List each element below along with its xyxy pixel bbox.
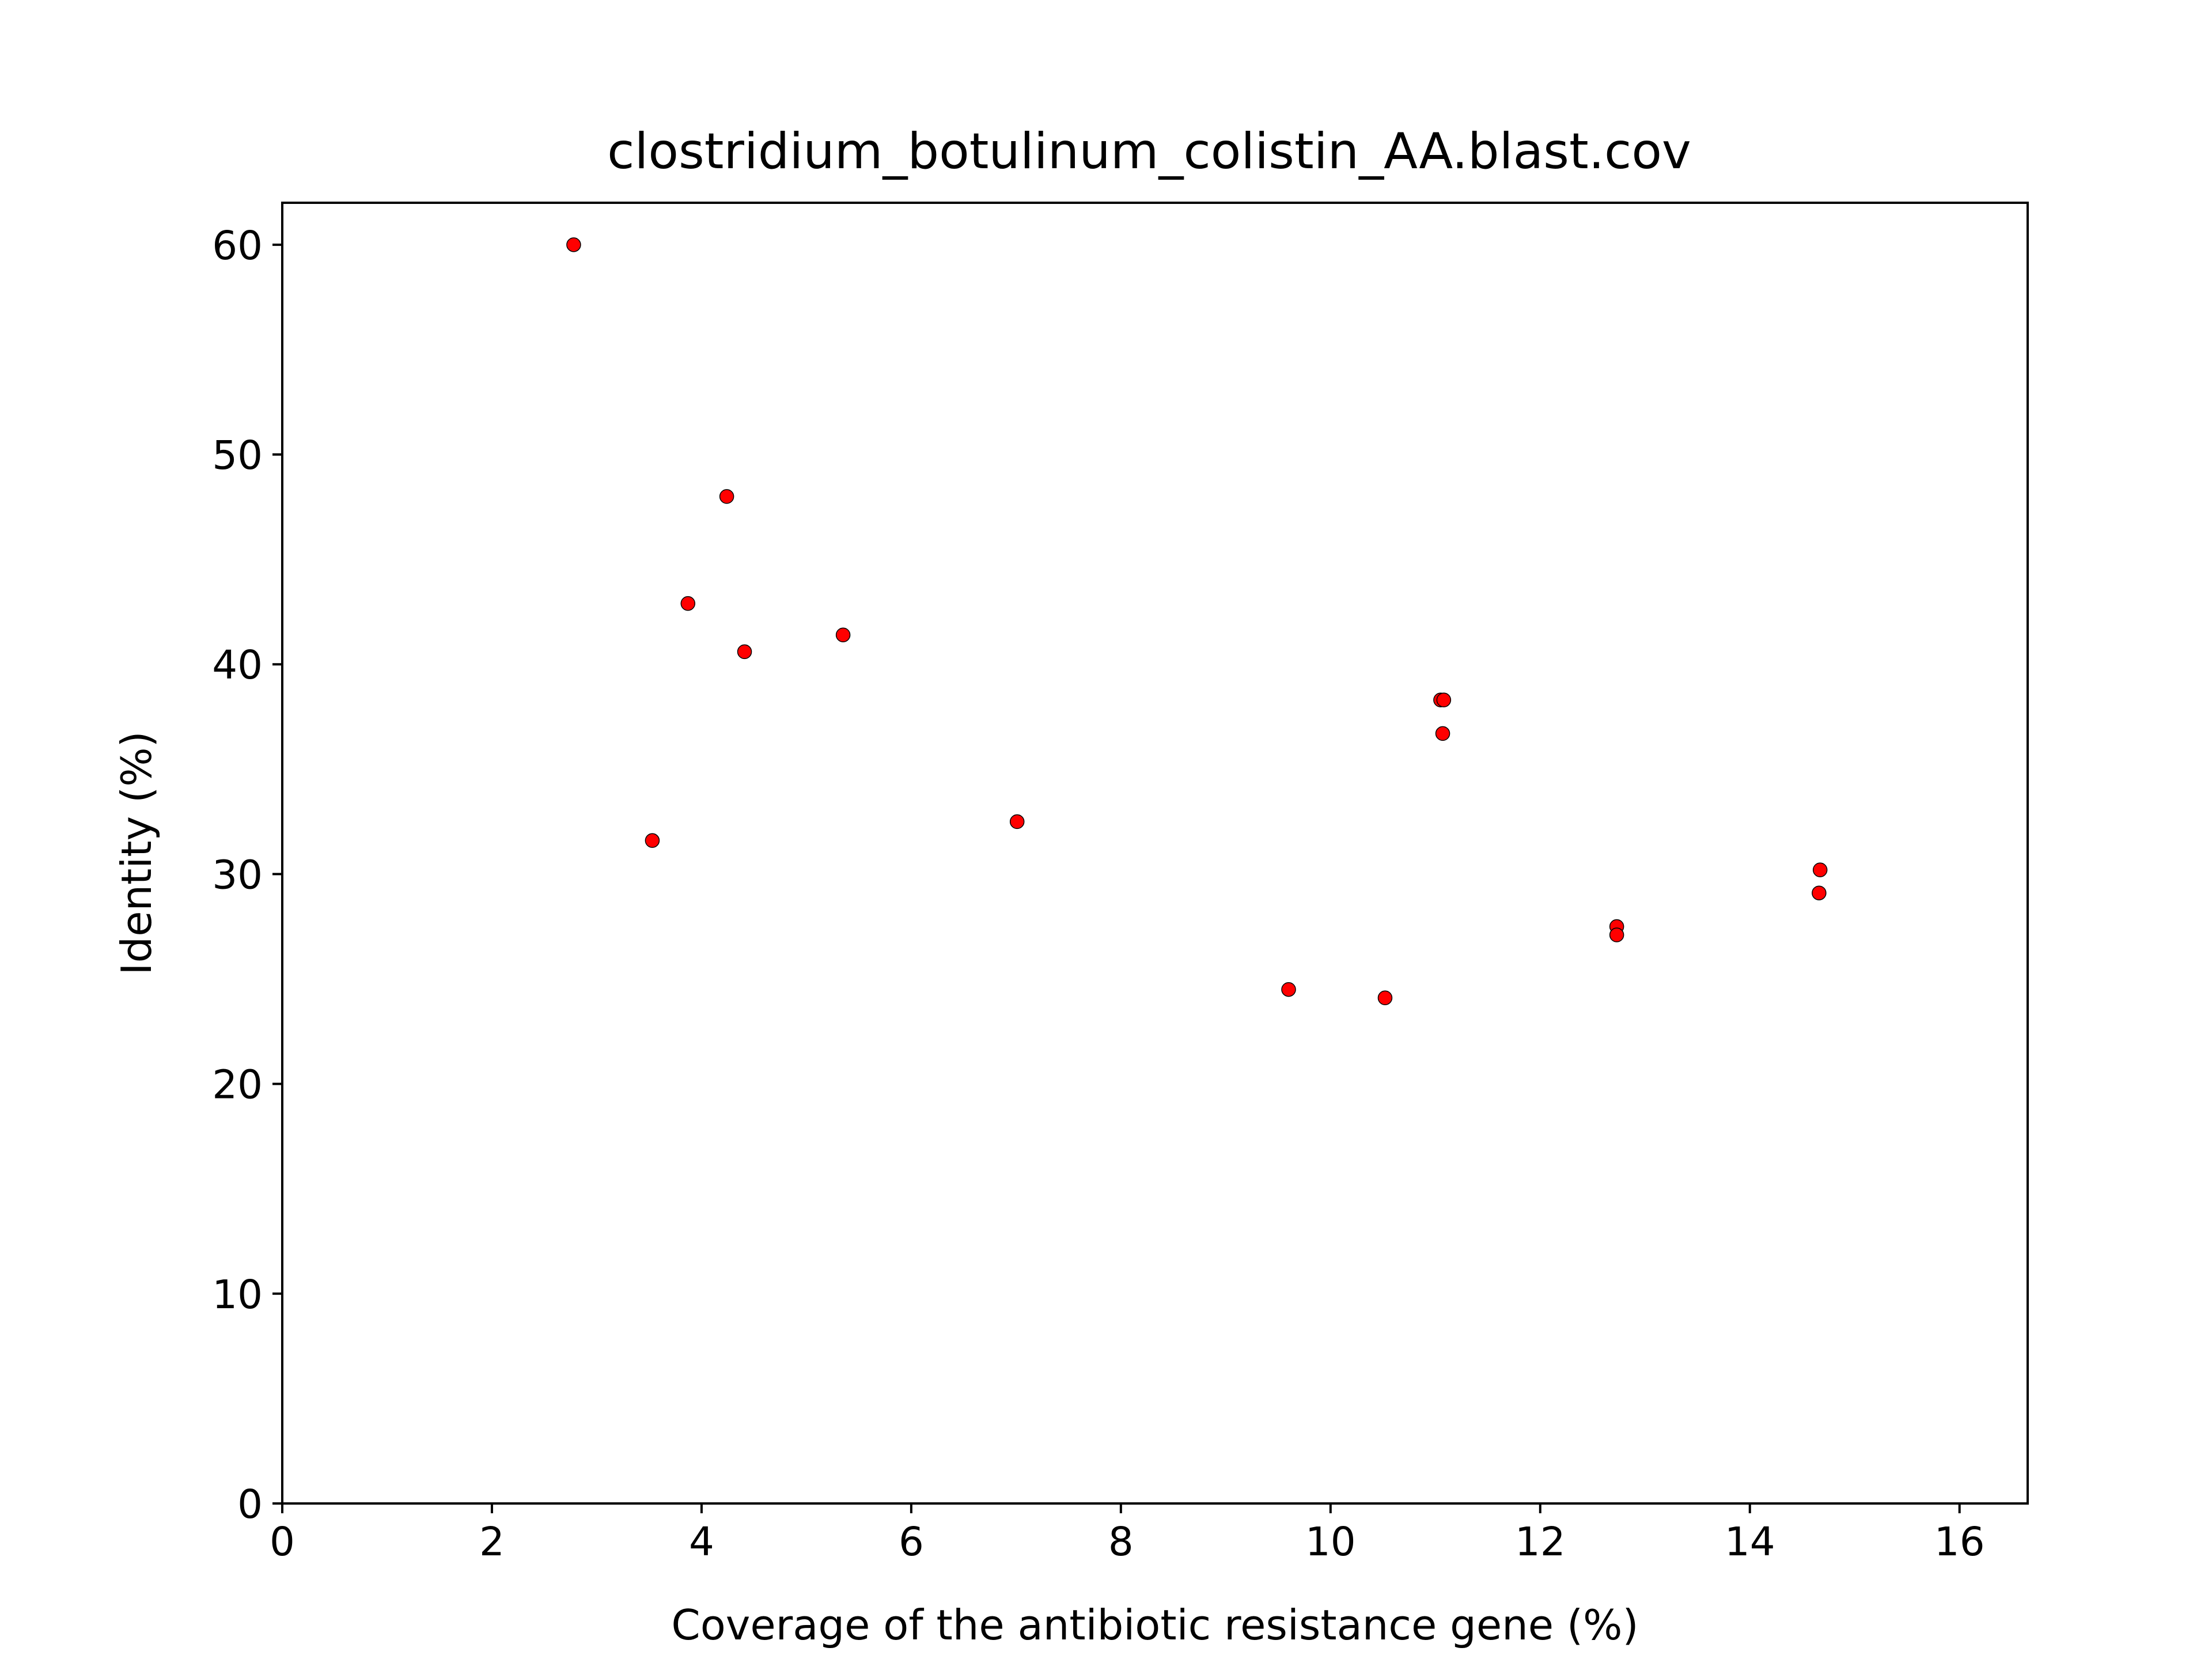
chart-title: clostridium_botulinum_colistin_AA.blast.…: [607, 123, 1691, 180]
data-point: [680, 596, 696, 611]
axes-frame: [281, 202, 2029, 1505]
x-tick-label: 4: [689, 1519, 714, 1565]
data-point: [1812, 862, 1828, 877]
data-point: [719, 489, 734, 504]
x-tick-label: 16: [1934, 1519, 1985, 1565]
x-tick-label: 10: [1305, 1519, 1356, 1565]
x-tick-label: 12: [1515, 1519, 1566, 1565]
data-point: [1009, 814, 1025, 830]
y-tick-label: 10: [212, 1272, 263, 1318]
data-point: [1436, 692, 1452, 707]
x-tick-label: 14: [1725, 1519, 1775, 1565]
x-axis-label: Coverage of the antibiotic resistance ge…: [671, 1601, 1638, 1649]
x-axis-ticks: 0 2 4 6 8 10 12 14 16: [270, 1503, 1985, 1565]
y-tick-label: 60: [212, 223, 263, 269]
y-axis-label: Identity (%): [112, 731, 161, 975]
data-point: [1281, 982, 1296, 997]
y-tick-label: 30: [212, 852, 263, 898]
data-point: [1609, 927, 1624, 942]
y-tick-label: 20: [212, 1062, 263, 1108]
data-point: [835, 627, 851, 642]
y-tick-label: 50: [212, 433, 263, 479]
data-point: [566, 237, 581, 252]
y-tick-label: 0: [237, 1482, 263, 1528]
data-point: [1435, 726, 1450, 741]
x-tick-label: 8: [1108, 1519, 1134, 1565]
data-point: [645, 833, 660, 848]
y-axis-ticks: 0 10 20 30 40 50 60: [212, 223, 282, 1528]
x-tick-label: 0: [270, 1519, 295, 1565]
y-tick-label: 40: [212, 642, 263, 688]
data-points: [566, 237, 1828, 1006]
x-tick-label: 2: [479, 1519, 505, 1565]
data-point: [737, 644, 752, 660]
plot-area: [281, 202, 2029, 1505]
x-tick-label: 6: [899, 1519, 924, 1565]
data-point: [1812, 885, 1827, 900]
data-point: [1377, 990, 1393, 1006]
